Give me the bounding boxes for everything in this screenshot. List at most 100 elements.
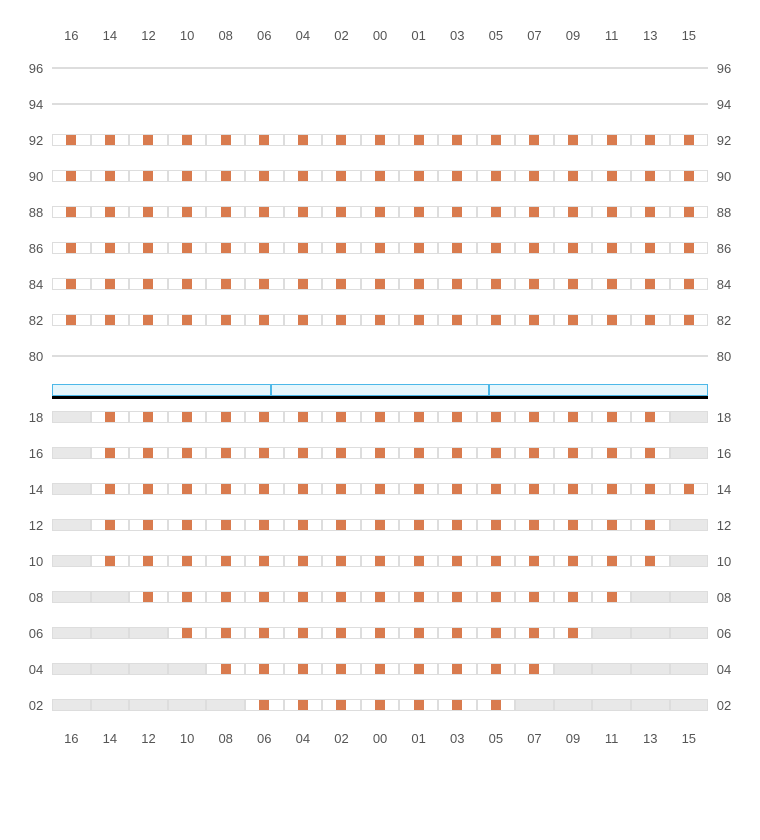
seat[interactable] [554, 483, 593, 495]
seat[interactable] [168, 206, 207, 218]
seat[interactable] [206, 314, 245, 326]
seat[interactable] [554, 170, 593, 182]
seat[interactable] [438, 170, 477, 182]
seat[interactable] [245, 278, 284, 290]
seat[interactable] [245, 591, 284, 603]
seat[interactable] [477, 278, 516, 290]
seat[interactable] [477, 591, 516, 603]
seat[interactable] [515, 134, 554, 146]
seat[interactable] [438, 483, 477, 495]
seat[interactable] [592, 134, 631, 146]
seat[interactable] [52, 242, 91, 254]
seat[interactable] [477, 206, 516, 218]
seat[interactable] [322, 242, 361, 254]
seat[interactable] [284, 699, 323, 711]
seat[interactable] [245, 627, 284, 639]
seat[interactable] [515, 627, 554, 639]
seat[interactable] [515, 555, 554, 567]
seat[interactable] [322, 663, 361, 675]
seat[interactable] [361, 483, 400, 495]
seat[interactable] [206, 278, 245, 290]
seat[interactable] [477, 447, 516, 459]
seat[interactable] [515, 278, 554, 290]
seat[interactable] [592, 519, 631, 531]
seat[interactable] [438, 519, 477, 531]
seat[interactable] [322, 411, 361, 423]
seat[interactable] [129, 591, 168, 603]
seat[interactable] [399, 447, 438, 459]
seat[interactable] [129, 555, 168, 567]
seat[interactable] [631, 134, 670, 146]
seat[interactable] [515, 447, 554, 459]
seat[interactable] [361, 314, 400, 326]
seat[interactable] [438, 134, 477, 146]
seat[interactable] [284, 134, 323, 146]
seat[interactable] [129, 483, 168, 495]
seat[interactable] [322, 447, 361, 459]
seat[interactable] [245, 134, 284, 146]
seat[interactable] [631, 206, 670, 218]
seat[interactable] [399, 278, 438, 290]
seat[interactable] [168, 411, 207, 423]
seat[interactable] [245, 170, 284, 182]
seat[interactable] [129, 314, 168, 326]
seat[interactable] [361, 242, 400, 254]
seat[interactable] [477, 314, 516, 326]
seat[interactable] [670, 170, 709, 182]
seat[interactable] [631, 411, 670, 423]
seat[interactable] [515, 206, 554, 218]
seat[interactable] [361, 519, 400, 531]
seat[interactable] [670, 134, 709, 146]
seat[interactable] [592, 555, 631, 567]
seat[interactable] [438, 591, 477, 603]
seat[interactable] [91, 483, 130, 495]
seat[interactable] [438, 411, 477, 423]
seat[interactable] [592, 170, 631, 182]
seat[interactable] [361, 699, 400, 711]
seat[interactable] [477, 411, 516, 423]
seat[interactable] [438, 278, 477, 290]
seat[interactable] [670, 242, 709, 254]
seat[interactable] [206, 206, 245, 218]
seat[interactable] [477, 483, 516, 495]
seat[interactable] [129, 170, 168, 182]
seat[interactable] [322, 519, 361, 531]
seat[interactable] [592, 242, 631, 254]
seat[interactable] [361, 627, 400, 639]
seat[interactable] [399, 663, 438, 675]
seat[interactable] [284, 242, 323, 254]
seat[interactable] [515, 483, 554, 495]
seat[interactable] [322, 555, 361, 567]
seat[interactable] [477, 555, 516, 567]
seat[interactable] [592, 206, 631, 218]
seat[interactable] [592, 411, 631, 423]
seat[interactable] [399, 242, 438, 254]
seat[interactable] [168, 627, 207, 639]
seat[interactable] [361, 447, 400, 459]
seat[interactable] [361, 134, 400, 146]
seat[interactable] [206, 411, 245, 423]
seat[interactable] [592, 447, 631, 459]
seat[interactable] [515, 170, 554, 182]
seat[interactable] [477, 242, 516, 254]
seat[interactable] [361, 170, 400, 182]
seat[interactable] [129, 242, 168, 254]
seat[interactable] [284, 170, 323, 182]
seat[interactable] [477, 699, 516, 711]
seat[interactable] [206, 555, 245, 567]
seat[interactable] [592, 483, 631, 495]
seat[interactable] [631, 447, 670, 459]
seat[interactable] [399, 411, 438, 423]
seat[interactable] [322, 170, 361, 182]
seat[interactable] [52, 170, 91, 182]
seat[interactable] [284, 591, 323, 603]
seat[interactable] [284, 627, 323, 639]
seat[interactable] [554, 411, 593, 423]
seat[interactable] [129, 134, 168, 146]
seat[interactable] [245, 519, 284, 531]
seat[interactable] [554, 314, 593, 326]
seat[interactable] [592, 314, 631, 326]
seat[interactable] [592, 591, 631, 603]
seat[interactable] [168, 591, 207, 603]
seat[interactable] [284, 278, 323, 290]
